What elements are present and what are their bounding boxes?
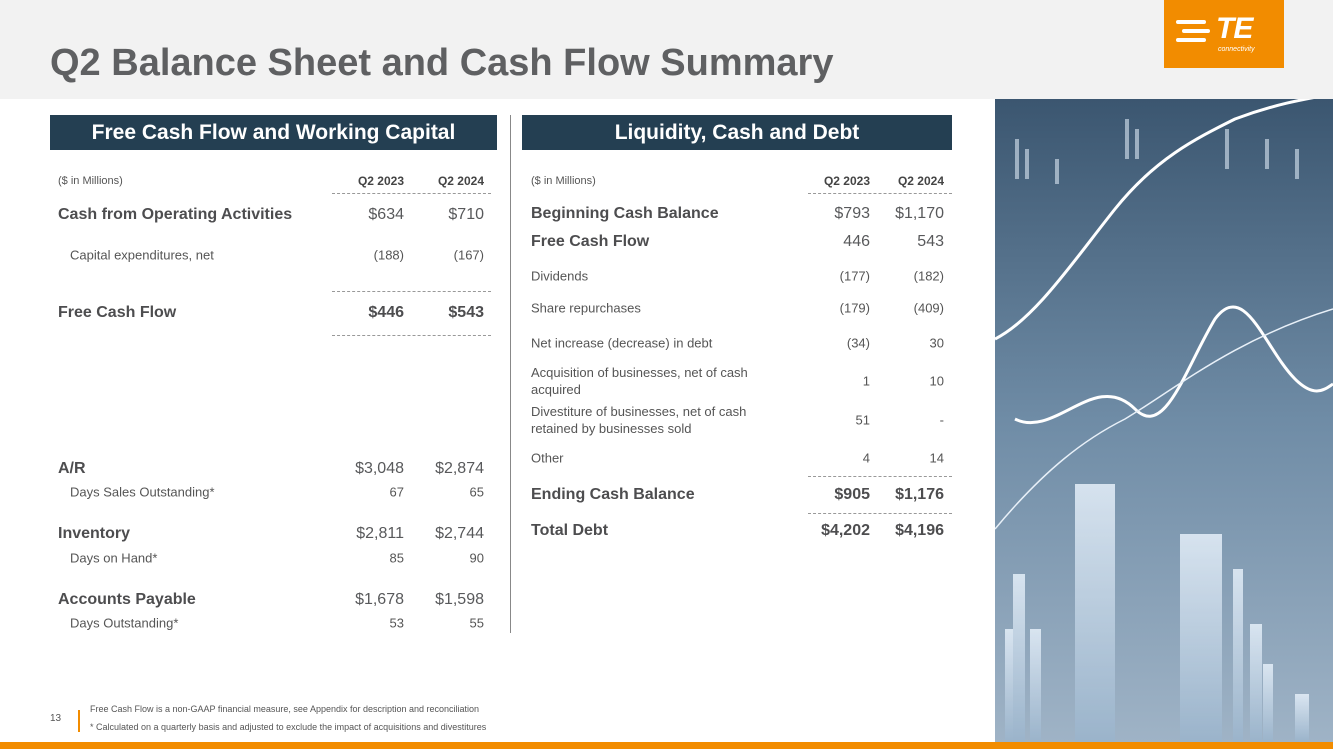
cell-value: 65 — [469, 484, 484, 500]
cell-value: $3,048 — [355, 460, 404, 477]
divider — [510, 115, 511, 633]
cell-value: 55 — [469, 615, 484, 631]
cell-value: (179) — [839, 300, 870, 316]
cell-value: 10 — [929, 373, 944, 389]
row-label: Capital expenditures, net — [70, 247, 214, 263]
cell-value: 543 — [917, 233, 944, 250]
cell-value: $1,170 — [895, 205, 944, 222]
row-label: Net increase (decrease) in debt — [531, 335, 713, 351]
cell-value: (188) — [373, 247, 404, 263]
column-header: Q2 2023 — [823, 174, 870, 188]
rule — [332, 335, 491, 336]
cell-value: $446 — [368, 304, 404, 321]
row-label: Other — [531, 450, 564, 466]
row-label: Inventory — [58, 525, 131, 542]
unit-note: ($ in Millions) — [58, 175, 123, 187]
footnote: * Calculated on a quarterly basis and ad… — [90, 722, 487, 732]
column-header: Q2 2024 — [897, 174, 944, 188]
cell-value: $634 — [368, 206, 404, 223]
row-label: Acquisition of businesses, net of cash a… — [531, 365, 748, 397]
rule — [332, 291, 491, 292]
decorative-image — [995, 99, 1333, 742]
cell-value: $2,811 — [356, 525, 404, 542]
cell-value: 446 — [843, 233, 870, 250]
left-panel: Free Cash Flow and Working Capital ($ in… — [50, 115, 497, 635]
cell-value: $4,202 — [821, 522, 870, 539]
logo-sub: connectivity — [1218, 46, 1255, 53]
cell-value: - — [939, 412, 944, 428]
page-number: 13 — [50, 713, 62, 724]
cell-value: 30 — [929, 335, 944, 351]
column-header: Q2 2023 — [357, 174, 404, 188]
footer-accent — [78, 710, 80, 732]
panel-title: Free Cash Flow and Working Capital — [50, 115, 497, 150]
footnote: Free Cash Flow is a non-GAAP financial m… — [90, 704, 480, 714]
cell-value: 1 — [862, 373, 870, 389]
cell-value: (34) — [846, 335, 870, 351]
cell-value: $1,678 — [355, 591, 404, 608]
cell-value: $2,744 — [435, 525, 484, 542]
rule — [808, 513, 952, 514]
logo-stripe — [1176, 20, 1206, 24]
logo-mark: TE — [1216, 12, 1253, 45]
cell-value: $1,176 — [895, 486, 944, 503]
row-label: Free Cash Flow — [58, 304, 177, 321]
cell-value: 4 — [862, 450, 870, 466]
cell-value: (167) — [453, 247, 484, 263]
cell-value: (177) — [839, 268, 870, 284]
right-panel: Liquidity, Cash and Debt ($ in Millions)… — [522, 115, 952, 635]
cell-value: $543 — [448, 304, 484, 321]
row-label: Days on Hand* — [70, 550, 158, 566]
cell-value: 90 — [469, 550, 484, 566]
rule — [808, 193, 952, 194]
row-label: A/R — [58, 460, 86, 477]
column-header: Q2 2024 — [437, 174, 484, 188]
cell-value: $710 — [448, 206, 484, 223]
cell-value: $4,196 — [895, 522, 944, 539]
unit-note: ($ in Millions) — [531, 175, 596, 187]
row-label: Days Outstanding* — [70, 615, 179, 631]
rule — [808, 476, 952, 477]
cell-value: 67 — [389, 484, 404, 500]
cell-value: 14 — [929, 450, 944, 466]
row-label: Free Cash Flow — [531, 233, 650, 250]
cell-value: $1,598 — [435, 591, 484, 608]
slide-title: Q2 Balance Sheet and Cash Flow Summary — [50, 42, 834, 84]
rule — [332, 193, 491, 194]
cell-value: (182) — [913, 268, 944, 284]
row-label: Ending Cash Balance — [531, 486, 695, 503]
row-label: Beginning Cash Balance — [531, 205, 719, 222]
cell-value: $2,874 — [435, 460, 484, 477]
row-label: Dividends — [531, 268, 589, 284]
row-label: Cash from Operating Activities — [58, 206, 293, 223]
header — [0, 0, 1333, 99]
logo-stripe — [1176, 38, 1206, 42]
row-label: Share repurchases — [531, 300, 641, 316]
bottom-bar — [0, 742, 1333, 749]
cell-value: 53 — [389, 615, 404, 631]
panel-title: Liquidity, Cash and Debt — [522, 115, 952, 150]
cell-value: $905 — [834, 486, 870, 503]
row-label: Divestiture of businesses, net of cash r… — [531, 404, 747, 436]
cell-value: $793 — [834, 205, 870, 222]
cell-value: (409) — [913, 300, 944, 316]
row-label: Accounts Payable — [58, 591, 196, 608]
cell-value: 85 — [389, 550, 404, 566]
row-label: Total Debt — [531, 522, 609, 539]
row-label: Days Sales Outstanding* — [70, 484, 215, 500]
cell-value: 51 — [855, 412, 870, 428]
logo: TE connectivity — [1164, 0, 1284, 68]
logo-stripe — [1182, 29, 1210, 33]
